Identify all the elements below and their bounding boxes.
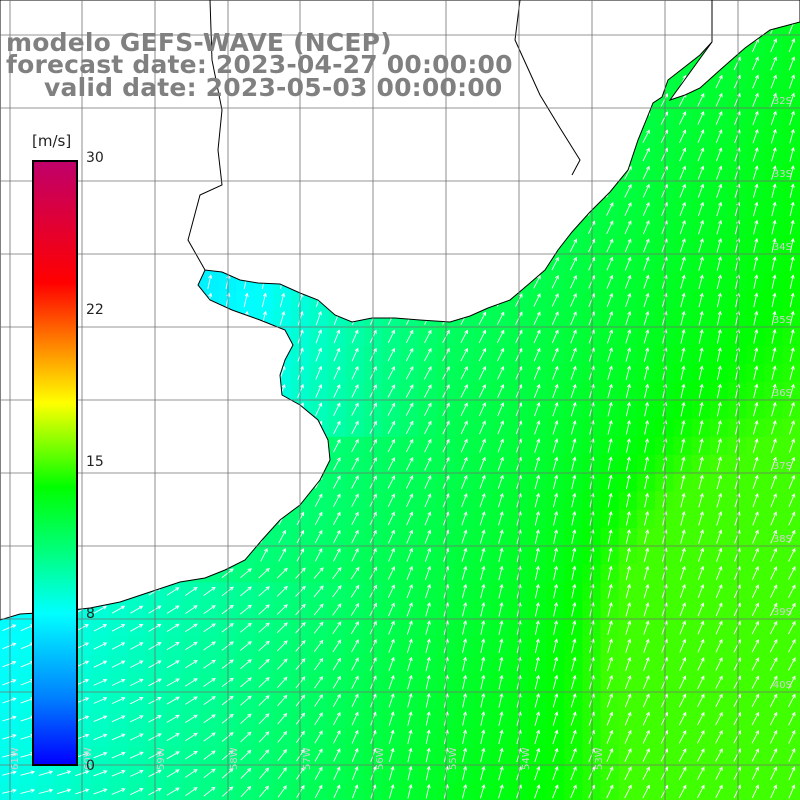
latitude-label: 38S [773,534,792,545]
wind-arrow [788,56,796,71]
wind-arrow [770,38,778,53]
wind-cell [782,782,800,800]
latitude-label: 37S [773,461,792,472]
longitude-label: 54W [521,747,532,770]
latitude-label: 32S [773,96,792,107]
colorbar-tick: 22 [86,302,104,318]
valid-date: valid date: 2023-05-03 00:00:00 [44,73,503,102]
colorbar-tick-min: 0 [86,758,95,774]
longitude-label: 55W [448,747,459,770]
colorbar [32,160,78,766]
latitude-label: 39S [773,607,792,618]
longitude-label: 58W [229,747,240,770]
longitude-label: 61W [10,747,21,770]
longitude-label: 57W [302,747,313,770]
latitude-label: 35S [773,315,792,326]
colorbar-tick: 8 [86,606,95,622]
longitude-label: 59W [156,747,167,770]
wind-arrow [788,38,796,53]
longitude-label: 56W [375,747,386,770]
wind-arrow [752,56,759,71]
colorbar-tick-max: 30 [86,150,104,166]
wind-arrow [770,56,777,71]
latitude-label: 33S [773,169,792,180]
latitude-label: 40S [773,680,792,691]
latitude-label: 36S [773,388,792,399]
colorbar-unit: [m/s] [32,132,72,150]
latitude-label: 34S [773,242,792,253]
colorbar-tick: 15 [86,454,104,470]
longitude-label: 53W [594,747,605,770]
